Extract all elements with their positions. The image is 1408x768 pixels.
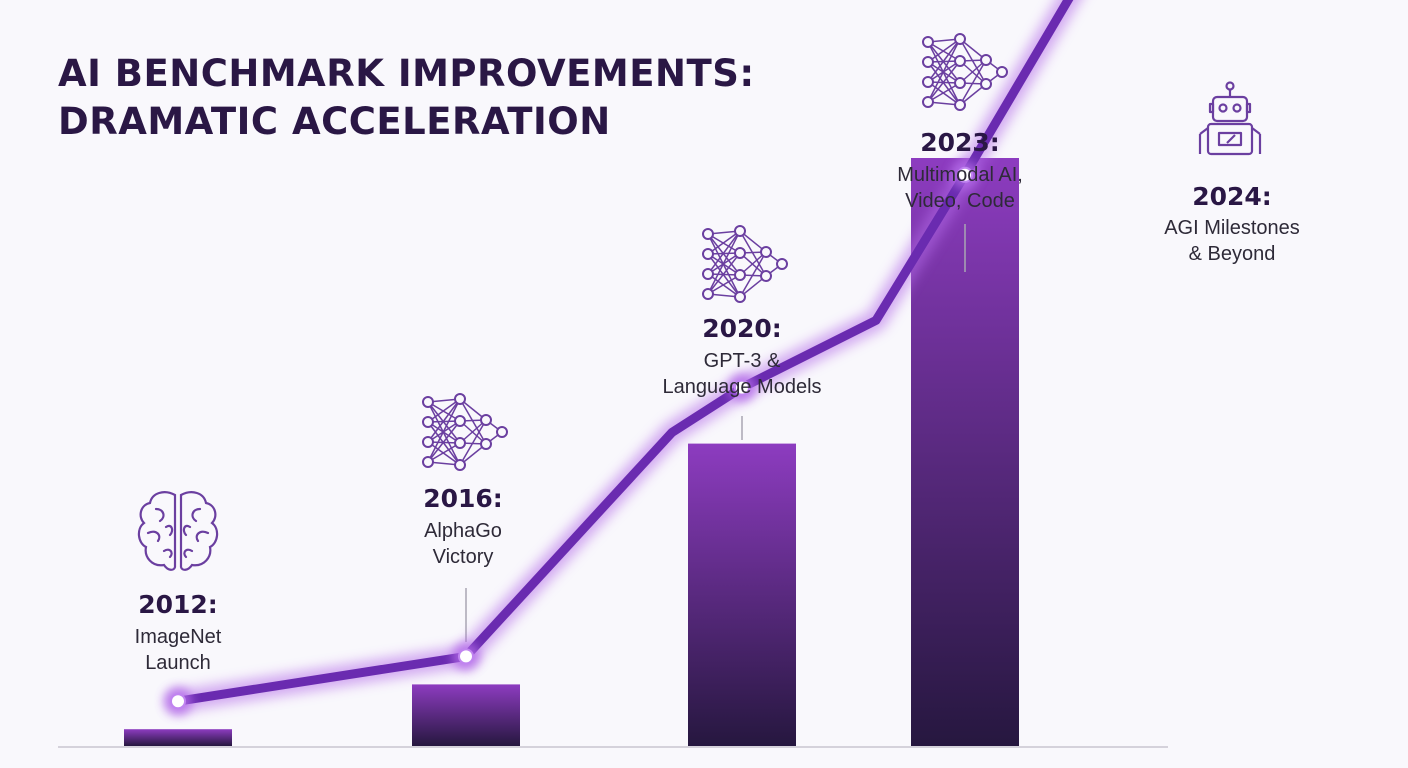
annotation-label-line: & Beyond <box>1188 243 1276 265</box>
annotation-label-line: Launch <box>145 652 211 674</box>
neural-network-icon <box>922 33 1008 111</box>
neural-network-icon <box>422 393 508 471</box>
annotation-label-2023: Multimodal AI, Video, Code <box>897 162 1023 214</box>
bar-2016 <box>412 684 520 746</box>
annotation-label-2012: ImageNet Launch <box>135 624 222 676</box>
annotation-year-2012: 2012: <box>138 590 218 619</box>
annotation-year-2016: 2016: <box>423 484 503 513</box>
annotation-label-line: ImageNet <box>134 626 222 648</box>
chart-title-line-1: AI BENCHMARK IMPROVEMENTS: <box>58 52 755 95</box>
annotation-label-line: AlphaGo <box>424 520 502 542</box>
neural-network-icon <box>702 225 788 303</box>
annotation-label-2016: AlphaGo Victory <box>424 518 502 570</box>
point-2016 <box>458 648 474 665</box>
point-2012 <box>170 693 186 710</box>
annotation-year-2023: 2023: <box>920 128 1000 157</box>
annotation-year-2020: 2020: <box>702 314 782 343</box>
robot-icon <box>1198 81 1262 156</box>
bar-2012 <box>124 729 232 746</box>
annotation-label-2020: GPT-3 & Language Models <box>662 348 821 400</box>
annotation-label-line: Video, Code <box>905 190 1015 212</box>
bar-2020 <box>688 443 796 746</box>
annotation-label-line: AGI Milestones <box>1164 217 1300 239</box>
annotation-label-2024: AGI Milestones & Beyond <box>1164 215 1300 267</box>
annotation-year-2024: 2024: <box>1192 182 1272 211</box>
chart-title: AI BENCHMARK IMPROVEMENTS: DRAMATIC ACCE… <box>58 50 755 146</box>
point-2023 <box>957 166 973 183</box>
annotation-label-line: GPT-3 & <box>703 350 781 372</box>
chart-title-line-2: DRAMATIC ACCELERATION <box>58 100 611 143</box>
annotation-label-line: Language Models <box>662 376 822 398</box>
point-2020 <box>734 379 750 396</box>
annotation-label-line: Victory <box>432 546 494 568</box>
annotation-label-line: Multimodal AI, <box>897 164 1023 186</box>
brain-icon <box>137 491 219 571</box>
